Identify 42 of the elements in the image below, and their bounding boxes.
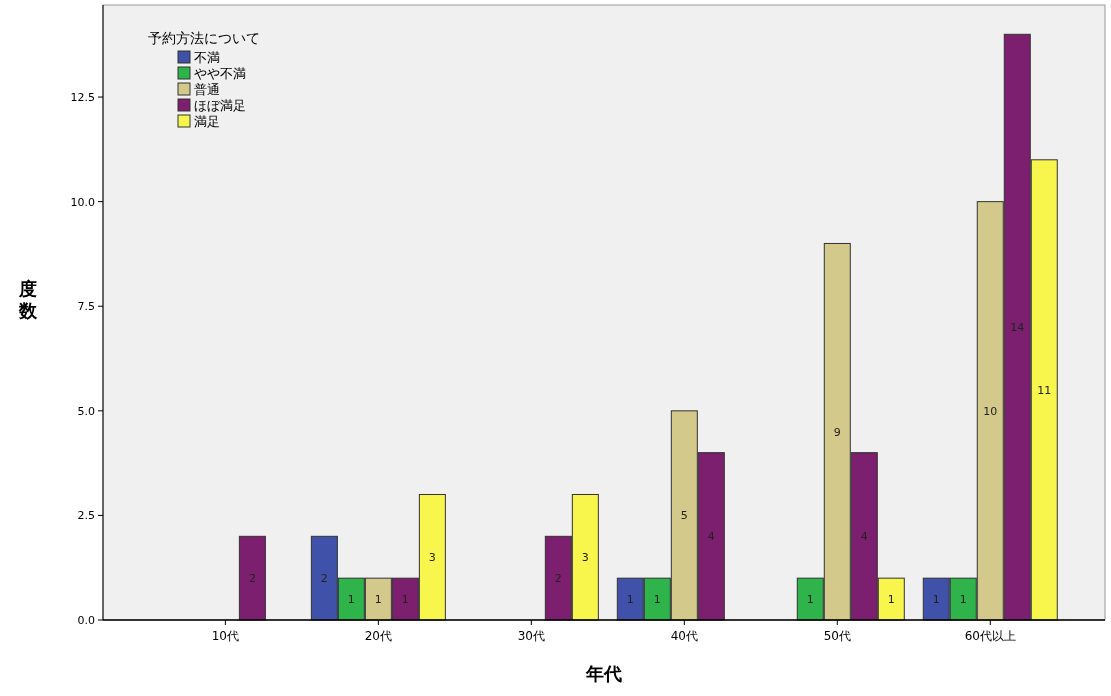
x-tick-label: 10代 (211, 629, 240, 643)
data-label: 3 (428, 551, 436, 565)
data-label: 2 (248, 572, 256, 586)
x-tick-label: 60代以上 (964, 629, 1016, 643)
x-tick-label: 20代 (364, 629, 392, 643)
data-label: 1 (374, 593, 382, 607)
data-label: 2 (554, 572, 562, 586)
y-tick-label: 10.0 (70, 195, 95, 209)
legend-label: 満足 (194, 114, 220, 129)
data-label: 1 (626, 593, 634, 607)
legend-label: ほぼ満足 (194, 98, 246, 113)
y-tick-label: 0.0 (77, 614, 95, 627)
data-label: 10 (983, 404, 998, 418)
y-axis-title: 度数 (18, 278, 38, 321)
bar (238, 535, 266, 621)
data-label: 1 (959, 593, 967, 607)
data-label: 1 (887, 593, 895, 607)
data-label: 4 (860, 530, 868, 544)
data-label: 9 (833, 425, 841, 439)
y-tick-label: 2.5 (77, 509, 95, 523)
data-label: 1 (401, 593, 409, 607)
data-label: 1 (653, 593, 661, 607)
x-tick-label: 50代 (823, 629, 851, 643)
x-axis-title: 年代 (585, 663, 622, 684)
legend-label: 不満 (194, 50, 220, 65)
data-label: 1 (347, 593, 355, 607)
data-label: 5 (680, 509, 688, 523)
data-label: 1 (806, 593, 814, 607)
data-label: 4 (707, 530, 715, 544)
data-label: 1 (932, 593, 940, 607)
y-tick-label: 7.5 (77, 300, 95, 314)
data-label: 3 (581, 551, 589, 565)
x-tick-label: 30代 (517, 629, 545, 643)
y-tick-label: 12.5 (70, 91, 95, 105)
y-tick-label: 5.0 (77, 404, 95, 418)
data-label: 11 (1037, 383, 1052, 397)
legend-label: やや不満 (194, 66, 246, 81)
data-label: 2 (320, 572, 328, 586)
legend-label: 普通 (194, 82, 220, 97)
data-label: 14 (1010, 321, 1025, 335)
x-tick-label: 40代 (670, 629, 698, 643)
legend-title: 予約方法について (148, 30, 260, 46)
